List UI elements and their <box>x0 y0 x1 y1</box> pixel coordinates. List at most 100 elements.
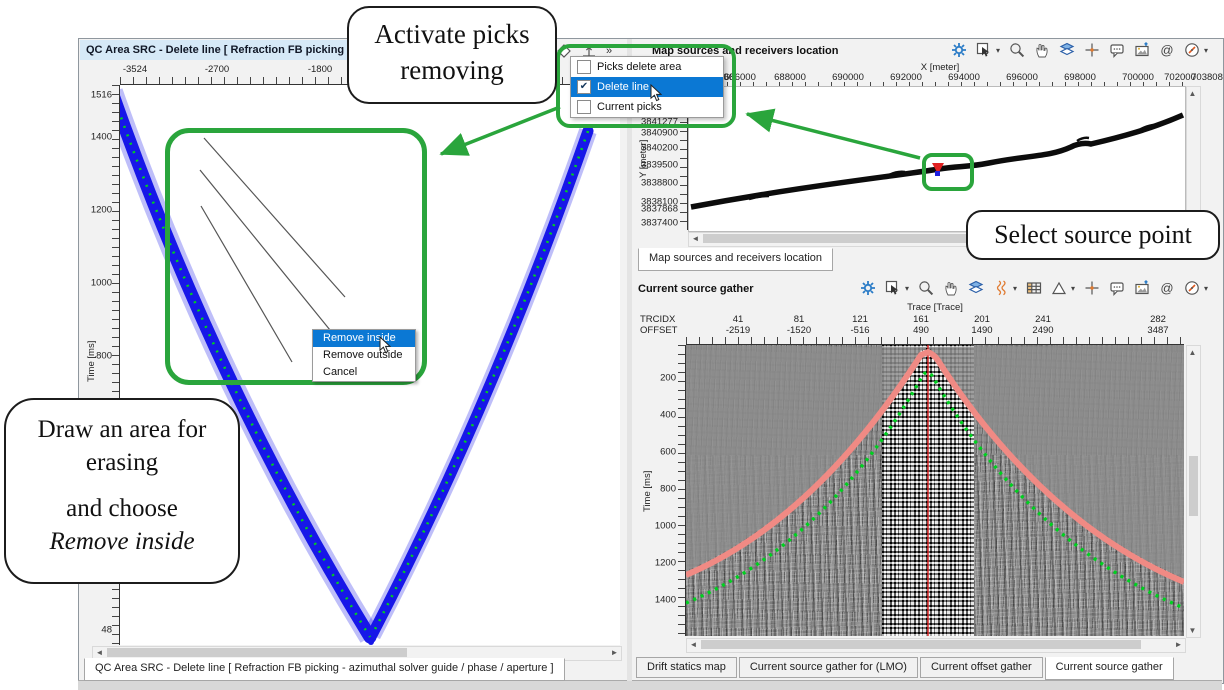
offset-value: -1520 <box>786 325 812 336</box>
map-x-tick: 703808 <box>1191 72 1223 83</box>
gather-vscrollbar[interactable]: ▲ ▼ <box>1186 345 1201 638</box>
gain-caret-icon[interactable]: ▾ <box>1070 283 1075 293</box>
layers-icon[interactable] <box>1059 42 1075 58</box>
gather-plot-area[interactable] <box>686 345 1184 636</box>
remove-context-menu: Remove inside Remove outside Cancel <box>312 329 416 382</box>
settings-gear-icon[interactable] <box>860 280 876 296</box>
zoom-icon[interactable] <box>918 280 934 296</box>
map-y-tick: 3840200 <box>641 142 678 154</box>
gather-time-tick: 1000 <box>654 520 676 532</box>
scroll-up-icon[interactable]: ▲ <box>1188 89 1197 98</box>
scroll-right-icon[interactable]: ► <box>610 648 619 657</box>
at-icon[interactable] <box>1159 42 1175 58</box>
hand-pan-icon[interactable] <box>943 280 959 296</box>
map-panel-title: Map sources and receivers location <box>652 45 839 57</box>
qc-x-tick: -2700 <box>204 64 230 75</box>
context-item-cancel[interactable]: Cancel <box>323 366 358 378</box>
select-mode-caret-icon[interactable]: ▾ <box>995 45 1000 55</box>
offset-value: 2490 <box>1032 325 1054 336</box>
map-x-tick: 698000 <box>1064 72 1096 83</box>
select-mode-icon[interactable] <box>976 42 992 58</box>
map-y-tick: 3837868 <box>641 203 678 215</box>
menu-item-delete-line[interactable]: ✔ Delete line <box>571 77 723 97</box>
comment-icon[interactable] <box>1109 42 1125 58</box>
gather-time-tick: 1200 <box>654 557 676 569</box>
context-item-remove-outside[interactable]: Remove outside <box>323 349 403 361</box>
context-item-remove-inside[interactable]: Remove inside <box>313 330 415 347</box>
scroll-up-icon[interactable]: ▲ <box>1188 348 1197 357</box>
lmo-guide-curve <box>686 348 1184 585</box>
map-y-tick: 3841277 <box>641 116 678 128</box>
selected-source-marker <box>932 163 944 174</box>
compass-icon[interactable] <box>1184 42 1200 58</box>
comment-icon[interactable] <box>1109 280 1125 296</box>
scroll-right-icon[interactable]: ► <box>1174 640 1183 649</box>
gather-trcidx-label: TRCIDX <box>640 314 676 325</box>
compass-caret-icon[interactable]: ▾ <box>1203 45 1208 55</box>
checkbox-unchecked[interactable] <box>577 60 591 74</box>
map-x-tick: 686000 <box>724 72 756 83</box>
export-image-icon[interactable] <box>1134 42 1150 58</box>
map-x-tick: 688000 <box>774 72 806 83</box>
qc-y-tick: 800 <box>96 350 112 362</box>
tab-current-offset-gather[interactable]: Current offset gather <box>919 657 1043 678</box>
menu-item-picks-delete-area[interactable]: Picks delete area <box>571 57 723 77</box>
tab-current-source-gather-lmo[interactable]: Current source gather for (LMO) <box>738 657 918 678</box>
tab-current-source-gather[interactable]: Current source gather <box>1044 657 1174 680</box>
map-x-axis-label: X [meter] <box>920 62 960 73</box>
export-image-icon[interactable] <box>1134 280 1150 296</box>
gather-time-tick: 1400 <box>654 594 676 606</box>
qc-y-tick: 48 <box>101 624 112 636</box>
menu-item-current-picks[interactable]: Current picks <box>571 97 723 117</box>
qc-y-tick: 1516 <box>90 89 112 101</box>
status-strip <box>78 680 1222 690</box>
wiggle-caret-icon[interactable]: ▾ <box>1012 283 1017 293</box>
gather-y-ruler <box>678 345 686 636</box>
gather-hscrollbar[interactable]: ◄ ► <box>686 638 1186 653</box>
panel-splitter[interactable] <box>627 39 632 681</box>
compass-icon[interactable] <box>1184 280 1200 296</box>
qc-x-tick: -3524 <box>122 64 148 75</box>
gain-delta-icon[interactable] <box>1051 280 1067 296</box>
qc-y-tick: 1400 <box>90 131 112 143</box>
map-x-tick: 690000 <box>832 72 864 83</box>
callout-activate-picks: Activate picks removing <box>347 6 557 104</box>
scroll-left-icon[interactable]: ◄ <box>691 234 700 243</box>
map-bottom-tab[interactable]: Map sources and receivers location <box>638 248 834 271</box>
map-x-tick: 702000 <box>1164 72 1196 83</box>
qc-window-toolbar: » <box>506 43 612 59</box>
scroll-left-icon[interactable]: ◄ <box>689 640 698 649</box>
qc-x-tick: -1800 <box>307 64 333 75</box>
map-toolbar: ▾ ▾ <box>951 42 1208 58</box>
wiggle-display-icon[interactable] <box>993 280 1009 296</box>
qc-y-tick: 1200 <box>90 204 112 216</box>
trcidx-value: 241 <box>1035 314 1051 325</box>
checkbox-checked[interactable]: ✔ <box>577 80 591 94</box>
qc-bottom-tab[interactable]: QC Area SRC - Delete line [ Refraction F… <box>84 658 565 681</box>
at-icon[interactable] <box>1159 280 1175 296</box>
trcidx-value: 282 <box>1150 314 1166 325</box>
map-y-tick: 3840900 <box>641 127 678 139</box>
scroll-left-icon[interactable]: ◄ <box>95 648 104 657</box>
checkbox-unchecked[interactable] <box>577 100 591 114</box>
tab-drift-statics-map[interactable]: Drift statics map <box>636 657 737 678</box>
map-x-tick: 692000 <box>890 72 922 83</box>
pick-crosshair-icon[interactable] <box>1084 280 1100 296</box>
pick-crosshair-icon[interactable] <box>1084 42 1100 58</box>
qc-y-tick: 1000 <box>90 277 112 289</box>
callout-draw-area: Draw an area for erasing and choose Remo… <box>4 398 240 584</box>
gather-time-tick: 400 <box>660 409 676 421</box>
grid-table-icon[interactable] <box>1026 280 1042 296</box>
trcidx-value: 121 <box>852 314 868 325</box>
offset-value: 3487 <box>1147 325 1169 336</box>
zoom-icon[interactable] <box>1009 42 1025 58</box>
select-mode-icon[interactable] <box>885 280 901 296</box>
hand-pan-icon[interactable] <box>1034 42 1050 58</box>
compass-caret-icon[interactable]: ▾ <box>1203 283 1208 293</box>
select-mode-caret-icon[interactable]: ▾ <box>904 283 909 293</box>
layers-icon[interactable] <box>968 280 984 296</box>
scroll-down-icon[interactable]: ▼ <box>1188 626 1197 635</box>
more-tools-chevron-icon[interactable]: » <box>606 45 613 57</box>
settings-gear-icon[interactable] <box>951 42 967 58</box>
picks-dropdown-menu: Picks delete area ✔ Delete line Current … <box>570 56 724 118</box>
